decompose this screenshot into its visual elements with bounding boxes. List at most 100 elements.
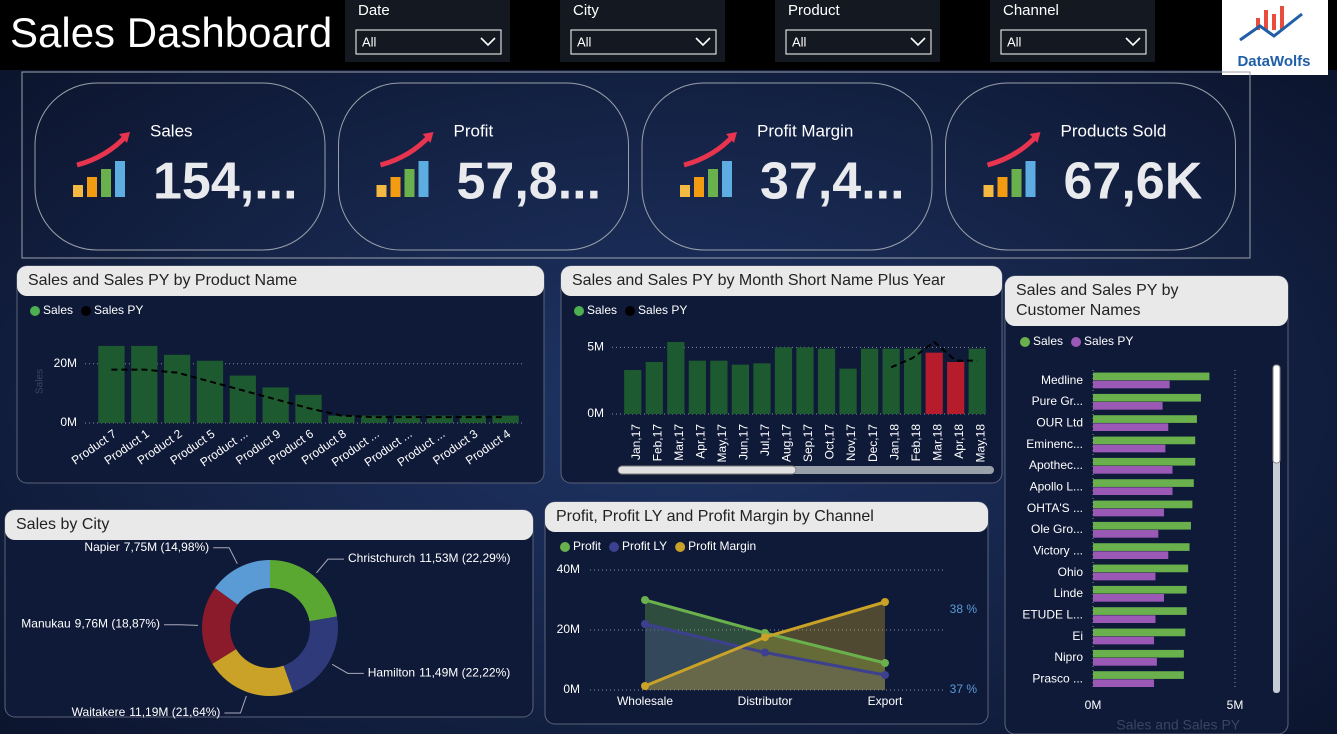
chart-title: Sales and Sales PY by Month Short Name P… [572,272,946,289]
kpi-value: 57,8... [457,153,602,211]
x-tick-label: Distributor [738,694,793,708]
legend-marker [1071,337,1082,347]
y-tick-label: Ohio [1058,565,1084,579]
legend-marker [560,542,570,552]
point [641,682,649,690]
kpi-label: Products Sold [1061,121,1167,140]
data-label: Hamilton 11,49M (22,22%) [368,666,511,680]
bar [624,370,642,414]
bar [688,360,706,414]
panel-header [17,266,544,296]
filter-value: All [1007,34,1022,49]
bar [860,348,879,414]
data-label: Christchurch 11,53M (22,29%) [348,551,511,565]
bar [1093,679,1155,688]
filter-label: Channel [1003,2,1059,19]
bar [1093,508,1164,517]
x-tick-label: Feb,18 [909,424,923,462]
filter-dropdown[interactable] [1000,29,1147,55]
dropdown-arrow [1125,37,1141,47]
filter-dropdown[interactable] [355,29,502,55]
donut-slice [212,649,293,696]
scrollbar-thumb[interactable] [1272,364,1281,464]
legend-label: Sales [1033,334,1063,348]
logo-text: DataWolfs [1237,53,1310,70]
x-tick-label: Oct,17 [823,424,837,460]
bar [1093,402,1163,410]
filter-dropdown[interactable] [570,29,717,55]
data-label: Napier 7,75M (14,98%) [84,540,209,554]
x-tick-label: 5M [1227,698,1244,712]
kpi-icon [708,169,718,197]
y-tick-label: Victory ... [1033,544,1083,558]
scrollbar-thumb[interactable] [617,465,797,475]
filter-label: Product [788,2,841,19]
leader-line [164,624,199,626]
bar [1093,628,1186,637]
dropdown-arrow [480,37,496,47]
x-tick-label: Mar,18 [930,424,944,461]
x-tick-label: Jan,17 [629,424,643,460]
x-tick-label: Jul,17 [758,424,772,456]
bar [1093,543,1190,551]
bar [1093,594,1164,602]
kpi-icon [119,132,130,143]
category-label: Waitakere [72,705,126,719]
x-tick-label: Jun,17 [737,424,751,460]
y-tick-label: 0M [60,415,77,429]
filter-value: All [362,34,377,49]
bar [1093,636,1155,645]
leader-line [316,558,345,574]
filter-dropdown[interactable] [785,29,932,55]
y-tick-label: Ole Gro... [1031,522,1083,536]
leader-line [213,547,238,565]
y-tick-label: 0M [563,682,580,696]
logo-icon [1239,12,1303,42]
kpi-icon [101,169,111,197]
legend-marker [609,542,620,552]
bar [1093,479,1194,487]
kpi-icon [694,177,704,197]
donut-slice [270,560,338,622]
kpi-icon [997,177,1008,197]
bar [1093,436,1196,445]
bar [1093,521,1191,530]
bar [163,354,191,423]
bar [196,360,224,423]
bar [882,348,900,414]
bar [426,415,454,423]
legend-label: Profit [573,539,602,553]
value-label: 7,75M (14,98%) [124,540,209,554]
dashboard-title: Sales Dashboard [10,9,332,56]
y-tick-label: Apollo L... [1030,480,1083,494]
legend-label: Sales [43,303,73,317]
kpi-icon [115,161,125,197]
bar [947,362,965,414]
x-tick-label: May,17 [715,424,729,463]
x-tick-label: Apr,17 [694,424,708,459]
y-tick-label: 20M [54,356,77,370]
bar [1093,572,1156,581]
bar [459,415,486,423]
panel-header [5,510,533,540]
value-label: 11,49M (22,22%) [419,666,510,680]
y-tick-label: Nipro [1054,650,1083,664]
legend-marker [81,306,92,316]
leader-line [331,663,364,674]
area [645,602,885,690]
bar [1093,372,1210,381]
x-tick-label: Nov,17 [844,424,858,461]
logo-icon [1256,6,1284,30]
filter-label: City [573,2,599,19]
bar [1093,607,1187,615]
dropdown-arrow [910,37,926,47]
donut-slice [215,560,270,605]
legend-marker [675,542,686,552]
y-tick-label: Apothec... [1029,458,1083,472]
y-tick-label: Ei [1072,629,1083,643]
kpi-card [338,82,629,251]
y-tick-label: 5M [587,340,604,354]
bar [229,375,256,423]
y-tick-label: Prasco ... [1032,672,1083,686]
panel [544,501,989,725]
